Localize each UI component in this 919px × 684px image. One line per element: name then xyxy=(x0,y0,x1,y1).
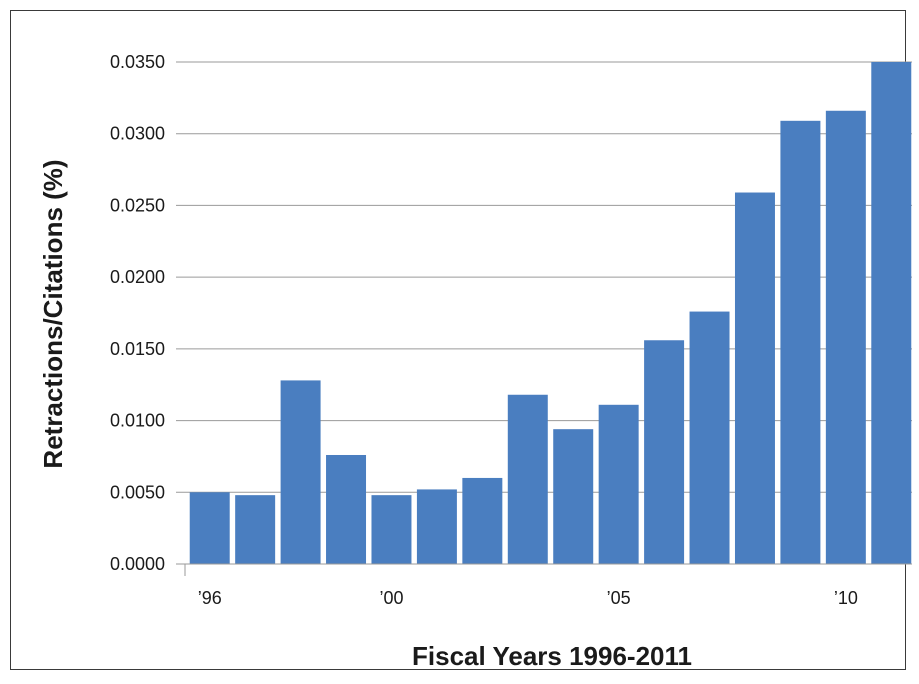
x-axis-label: Fiscal Years 1996-2011 xyxy=(412,641,692,671)
bar-2006 xyxy=(644,340,685,564)
y-tick-labels: 0.0000 0.0050 0.0100 0.0150 0.0200 0.0250 0.03… xyxy=(110,52,165,574)
x-tick-labels: ’96 ’00 ’05 ’10 xyxy=(184,564,858,608)
y-tick-label: 0.0000 xyxy=(110,554,165,574)
bar-2009 xyxy=(780,120,821,564)
bar-2008 xyxy=(734,192,775,564)
bar-2011 xyxy=(871,62,912,564)
x-tick-label: ’00 xyxy=(379,588,403,608)
bar-1998 xyxy=(280,380,321,564)
bar-2000 xyxy=(371,495,412,564)
y-tick-label: 0.0250 xyxy=(110,195,165,215)
bar-2004 xyxy=(553,429,594,564)
bars xyxy=(189,62,912,564)
bar-1999 xyxy=(326,454,367,564)
bar-2007 xyxy=(689,311,730,564)
y-axis-label: Retractions/Citations (%) xyxy=(38,159,68,468)
bar-2001 xyxy=(416,489,457,564)
y-tick-label: 0.0350 xyxy=(110,52,165,72)
y-tick-label: 0.0300 xyxy=(110,124,165,144)
x-tick-label: ’10 xyxy=(834,588,858,608)
bar-2002 xyxy=(462,477,503,564)
bar-1997 xyxy=(235,495,276,564)
bar-1996 xyxy=(189,492,230,564)
x-tick-label: ’96 xyxy=(198,588,222,608)
y-tick-label: 0.0150 xyxy=(110,339,165,359)
y-tick-label: 0.0050 xyxy=(110,482,165,502)
y-tick-label: 0.0100 xyxy=(110,411,165,431)
bar-2003 xyxy=(507,394,548,564)
bar-2005 xyxy=(598,404,639,564)
x-tick-label: ’05 xyxy=(607,588,631,608)
bar-2010 xyxy=(825,110,866,564)
y-tick-label: 0.0200 xyxy=(110,267,165,287)
